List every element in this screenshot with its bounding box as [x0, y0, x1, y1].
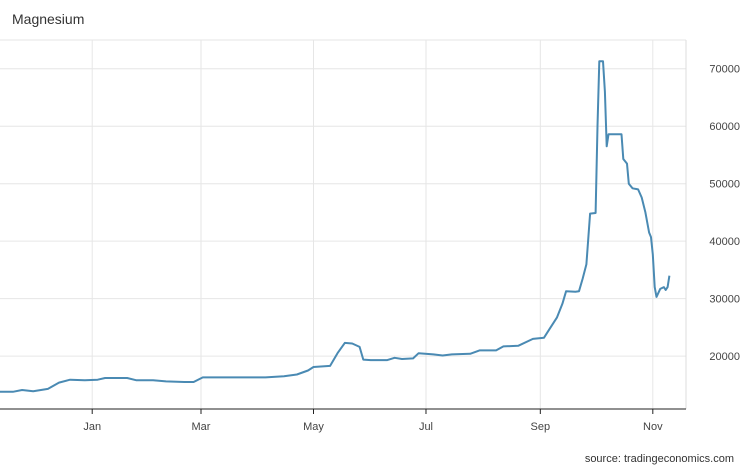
y-tick-label: 70000: [709, 64, 740, 76]
y-tick-label: 30000: [709, 294, 740, 306]
y-axis-ticks: 20000 30000 40000 50000 60000 70000: [709, 64, 740, 363]
x-axis-ticks: Jan Mar May Jul Sep Nov: [83, 409, 663, 433]
y-tick-label: 60000: [709, 121, 740, 133]
gridlines: [0, 39, 687, 409]
x-tick-label: May: [303, 421, 324, 433]
x-tick-label: Mar: [192, 421, 211, 433]
price-line: [0, 60, 671, 393]
x-tick-label: Jan: [83, 421, 101, 433]
y-tick-label: 40000: [709, 236, 740, 248]
x-tick-label: Jul: [419, 421, 433, 433]
y-tick-label: 20000: [709, 351, 740, 363]
x-tick-label: Nov: [643, 421, 663, 433]
y-tick-label: 50000: [709, 179, 740, 191]
source-label: source: tradingeconomics.com: [585, 453, 734, 465]
chart-title: Magnesium: [12, 11, 84, 27]
x-tick-label: Sep: [531, 421, 551, 433]
